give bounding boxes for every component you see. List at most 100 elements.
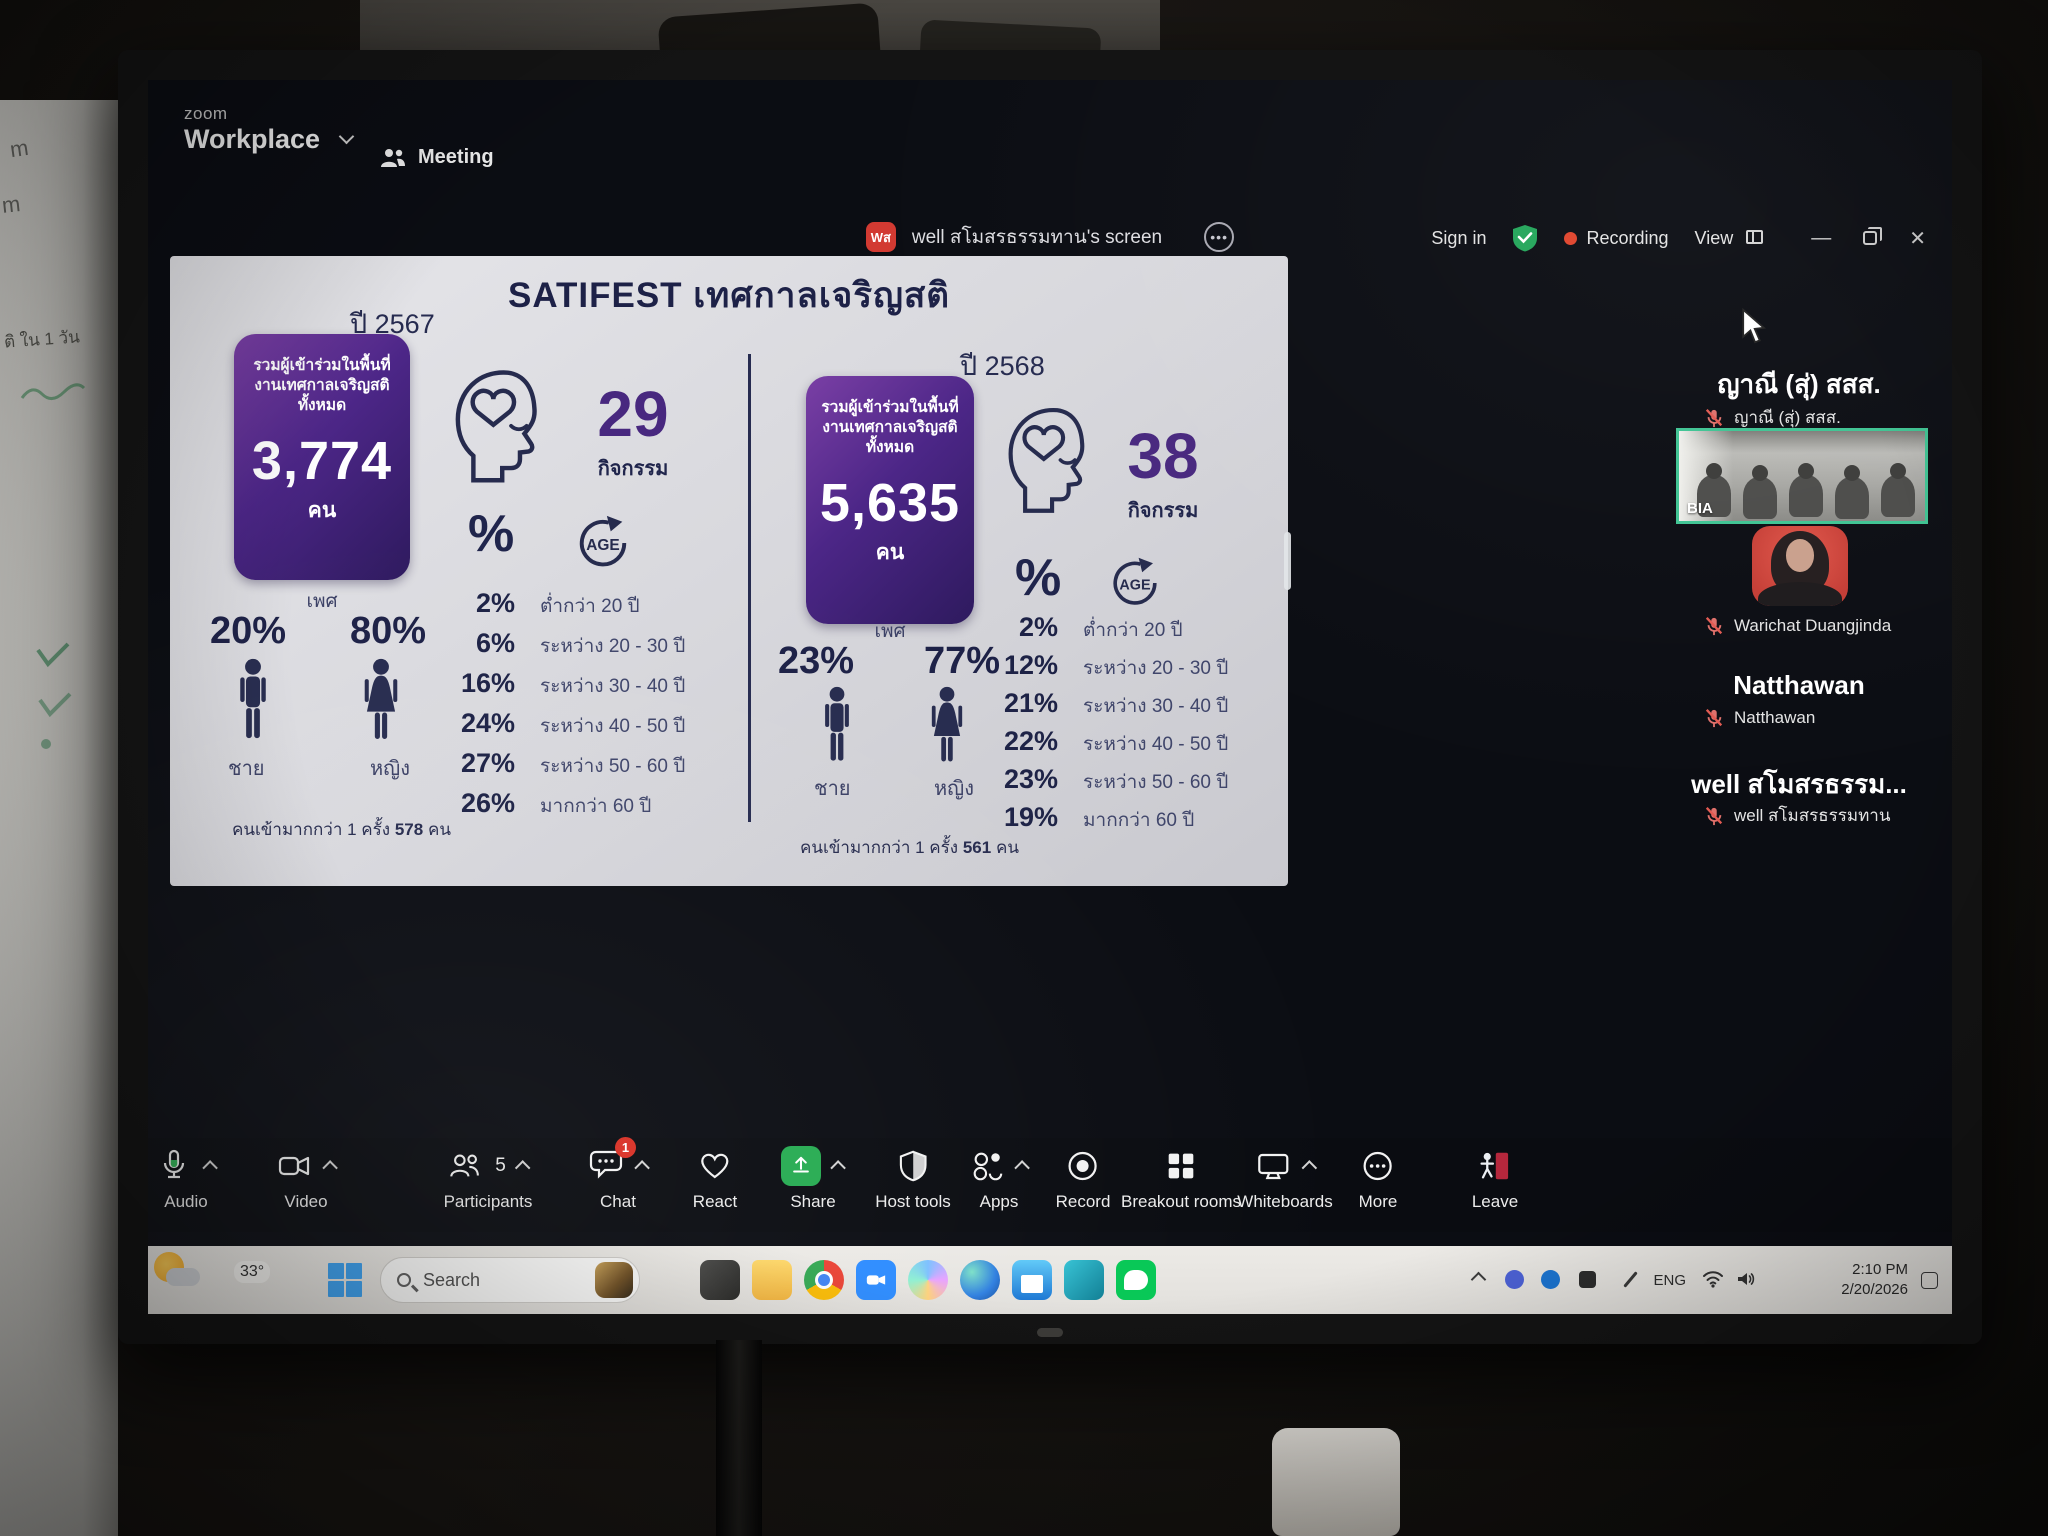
participant-row[interactable]: Warichat Duangjinda: [1704, 616, 1891, 636]
scrollbar[interactable]: [1284, 532, 1291, 590]
age-percent: 24%: [460, 708, 515, 738]
chrome-icon[interactable]: [804, 1260, 844, 1300]
total-attendees-value: 5,635: [819, 473, 961, 534]
more-options-icon[interactable]: •••: [1204, 222, 1235, 252]
audio-button[interactable]: Audio: [155, 1146, 218, 1212]
video-button[interactable]: Video: [275, 1146, 338, 1212]
chevron-up-icon[interactable]: [1014, 1159, 1030, 1176]
male-figure-icon: [240, 658, 266, 739]
participant-row[interactable]: well สโมสรธรรมทาน: [1704, 802, 1890, 829]
mic-muted-icon: [1705, 408, 1723, 427]
toolbar-label: Leave: [1471, 1192, 1519, 1211]
notification-center-icon[interactable]: [1921, 1272, 1938, 1289]
chevron-up-icon[interactable]: [322, 1159, 338, 1176]
apps-button[interactable]: Apps: [969, 1146, 1030, 1212]
participants-icon: [381, 148, 405, 167]
tray-pen-icon[interactable]: [1623, 1271, 1638, 1288]
wifi-icon[interactable]: [1702, 1270, 1724, 1288]
whiteboards-button[interactable]: Whiteboards: [1237, 1146, 1333, 1212]
more-icon: [1363, 1151, 1393, 1181]
chevron-up-icon[interactable]: [1301, 1159, 1317, 1176]
tv-stand: [716, 1340, 762, 1536]
total-attendees-card-2568: รวมผู้เข้าร่วมในพื้นที่ งานเทศกาลเจริญสต…: [806, 376, 974, 624]
chat-button[interactable]: 1 Chat: [587, 1136, 650, 1212]
security-shield-icon[interactable]: [1512, 224, 1538, 252]
male-percent: 23%: [778, 640, 855, 682]
microsoft-store-icon[interactable]: [1012, 1260, 1052, 1300]
age-percent: 16%: [460, 668, 515, 698]
percent-heading: %: [1015, 549, 1062, 607]
shield-icon: [899, 1150, 927, 1182]
volume-icon[interactable]: [1736, 1270, 1756, 1288]
person-silhouette: [1743, 465, 1777, 519]
minimize-button[interactable]: —: [1811, 226, 1832, 249]
age-range-label: ระหว่าง 30 - 40 ปี: [1083, 696, 1229, 717]
age-range-label: ระหว่าง 20 - 30 ปี: [540, 636, 686, 657]
chevron-up-icon[interactable]: [634, 1159, 650, 1176]
age-range-label: ต่ำกว่า 20 ปี: [1083, 620, 1183, 641]
total-attendees-unit: คน: [875, 541, 905, 565]
recording-label: Recording: [1586, 227, 1669, 248]
taskbar-app-photo[interactable]: [700, 1260, 740, 1300]
view-button[interactable]: View: [1695, 228, 1764, 249]
record-button[interactable]: Record: [1056, 1146, 1110, 1212]
more-button[interactable]: More: [1359, 1146, 1397, 1212]
toolbar-label: Whiteboards: [1237, 1192, 1333, 1211]
gender-labels: ชาย หญิง: [814, 772, 974, 804]
leave-button[interactable]: Leave: [1472, 1146, 1518, 1212]
heart-icon: [701, 1153, 729, 1179]
participant-row[interactable]: Natthawan: [1704, 708, 1815, 728]
toolbar-label: Chat: [600, 1192, 636, 1211]
line-app-icon[interactable]: [1116, 1260, 1156, 1300]
meeting-tab-label: Meeting: [418, 146, 494, 168]
chevron-up-icon[interactable]: [202, 1159, 218, 1176]
active-speaker-video[interactable]: BIA: [1676, 428, 1928, 524]
sign-in-button[interactable]: Sign in: [1431, 227, 1487, 248]
tray-onedrive-icon[interactable]: [1541, 1270, 1560, 1289]
age-row: 27% ระหว่าง 50 - 60 ปี: [435, 748, 685, 781]
chevron-up-icon[interactable]: [515, 1159, 531, 1176]
whiteboard-note: m: [0, 191, 22, 218]
windows-start-button[interactable]: [328, 1263, 362, 1297]
cloud-icon: [166, 1268, 200, 1286]
total-attendees-unit: คน: [307, 499, 337, 523]
copilot-icon[interactable]: [908, 1260, 948, 1300]
breakout-rooms-button[interactable]: Breakout rooms: [1121, 1146, 1241, 1212]
file-explorer-icon[interactable]: [752, 1260, 792, 1300]
time-text: 2:10 PM: [1852, 1261, 1908, 1278]
total-attendees-card-2567: รวมผู้เข้าร่วมในพื้นที่ งานเทศกาลเจริญสต…: [234, 334, 410, 580]
age-percent: 26%: [460, 788, 515, 818]
age-row: 22% ระหว่าง 40 - 50 ปี: [978, 726, 1228, 759]
toolbar-label: Video: [284, 1192, 328, 1211]
zoom-app-icon[interactable]: [856, 1260, 896, 1300]
gender-labels: ชาย หญิง: [228, 752, 410, 784]
restore-button[interactable]: [1863, 227, 1883, 245]
slide-title: SATIFEST เทศกาลเจริญสติ: [507, 276, 951, 315]
participant-row[interactable]: ญาณี (สุ่) สสส.: [1704, 404, 1841, 431]
person-silhouette: [1789, 463, 1823, 517]
taskbar-search[interactable]: Search: [380, 1257, 640, 1303]
tab-meeting[interactable]: Meeting: [380, 146, 494, 169]
chevron-down-icon[interactable]: [338, 128, 354, 145]
tray-teams-icon[interactable]: [1505, 1270, 1524, 1289]
participants-button[interactable]: 5 Participants: [444, 1146, 532, 1212]
portrait-body: [1757, 582, 1843, 606]
react-button[interactable]: React: [693, 1146, 737, 1212]
host-tools-button[interactable]: Host tools: [875, 1146, 951, 1212]
edge-icon[interactable]: [960, 1260, 1000, 1300]
close-button[interactable]: ✕: [1909, 227, 1926, 250]
taskbar-app-teal[interactable]: [1064, 1260, 1104, 1300]
weather-widget[interactable]: 33°: [154, 1252, 271, 1292]
taskbar-clock[interactable]: 2:10 PM 2/20/2026: [1841, 1260, 1908, 1301]
participant-video-warichat[interactable]: [1752, 526, 1848, 606]
tray-app-icon[interactable]: [1579, 1271, 1596, 1288]
recording-indicator[interactable]: Recording: [1564, 227, 1669, 249]
search-daily-image[interactable]: [595, 1262, 633, 1298]
zoom-workplace-logo[interactable]: zoom Workplace: [184, 104, 354, 155]
share-button[interactable]: Share: [781, 1146, 846, 1212]
language-indicator[interactable]: ENG: [1653, 1272, 1686, 1289]
whiteboard: m m ติ ใน 1 วัน: [0, 100, 118, 1536]
chevron-up-icon[interactable]: [830, 1159, 846, 1176]
percent-heading: %: [468, 505, 515, 563]
tray-chevron-up-icon[interactable]: [1470, 1271, 1487, 1288]
